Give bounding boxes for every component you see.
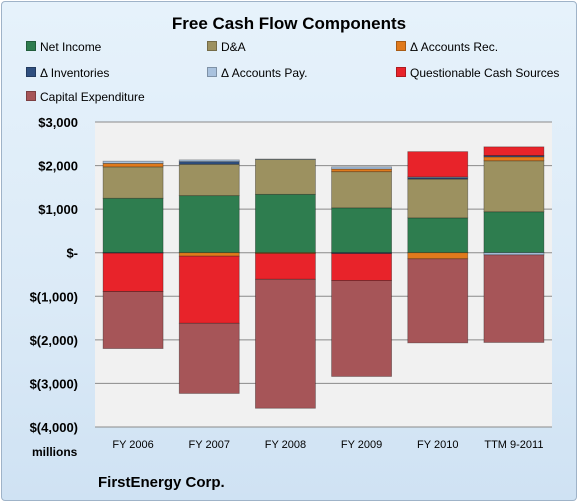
legend-label-accounts-pay: Δ Accounts Pay. [221,66,308,80]
y-tick-label: $2,000 [38,159,78,174]
legend-item-inventories: Δ Inventories [26,66,109,80]
bar-segment [483,146,545,156]
legend-label-accounts-rec: Δ Accounts Rec. [410,40,499,54]
bar-segment [407,217,469,254]
legend-item-accounts-rec: Δ Accounts Rec. [396,40,498,54]
legend-item-net-income: Net Income [26,40,101,54]
bar-segment [102,197,164,254]
legend-swatch-capital-expenditure [26,91,36,101]
legend-swatch-d-and-a [207,41,217,51]
bar-segment [407,151,469,178]
y-tick-label: $- [66,246,78,261]
bar-segment [331,171,392,209]
bar-segment [255,158,316,160]
bar-segment [255,159,316,195]
legend-label-inventories: Δ Inventories [40,66,110,80]
x-tick-label: FY 2009 [341,439,382,451]
y-tick-label: $1,000 [38,202,78,217]
x-tick-label: TTM 9-2011 [484,439,543,451]
legend-label-capital-expenditure: Capital Expenditure [40,90,145,104]
company-label: FirstEnergy Corp. [98,474,225,491]
bar-segment [102,252,164,292]
chart-title: Free Cash Flow Components [171,14,407,33]
bar-segment [483,211,545,254]
legend-swatch-accounts-pay [207,67,217,77]
x-tick-label: FY 2007 [189,439,230,451]
bar-segment [255,278,316,409]
bar-segment [255,193,316,254]
legend-item-accounts-pay: Δ Accounts Pay. [207,66,308,80]
bar-segment [102,160,164,164]
x-tick-label: FY 2006 [112,439,153,451]
x-tick-label: FY 2010 [417,439,458,451]
legend-swatch-accounts-rec [396,41,406,51]
bar-segment [178,195,240,254]
legend-label-d-and-a: D&A [221,40,246,54]
legend-item-capital-expenditure: Capital Expenditure [26,90,145,104]
bar-segment [331,207,392,254]
bar-segment [255,253,316,280]
legend-swatch-net-income [26,41,36,51]
bar-segment [483,155,545,158]
y-tick-label: $(4,000) [30,420,78,435]
bar-segment [102,291,164,349]
plot-shading [95,122,552,427]
legend-label-net-income: Net Income [40,40,102,54]
bar-segment [178,252,240,257]
bar-segment [331,253,392,281]
bar-segment [178,255,240,324]
x-tick-label: FY 2008 [265,439,306,451]
y-tick-label: $(3,000) [30,376,78,391]
bar-segment [407,252,469,260]
legend-label-questionable-cash-sources: Questionable Cash Sources [410,66,560,80]
bar-segment [178,322,240,394]
legend-item-questionable-cash-sources: Questionable Cash Sources [396,66,559,80]
bar-segment [483,156,545,162]
bar-segment [178,163,240,197]
bar-segment [331,166,392,170]
bar-segment [407,178,469,219]
bar-segment [178,159,240,163]
bar-segment [102,162,164,168]
legend-item-d-and-a: D&A [207,40,246,54]
units-label: millions [32,445,78,459]
legend-swatch-questionable-cash-sources [396,67,406,77]
bar-segment [102,166,164,199]
y-tick-label: $(2,000) [30,333,78,348]
y-tick-label: $(1,000) [30,289,78,304]
bar-segment [483,254,545,343]
legend-swatch-inventories [26,67,36,77]
bar-segment [331,280,392,377]
bar-segment [483,160,545,213]
y-tick-label: $3,000 [38,115,78,130]
bar-segment [407,258,469,344]
